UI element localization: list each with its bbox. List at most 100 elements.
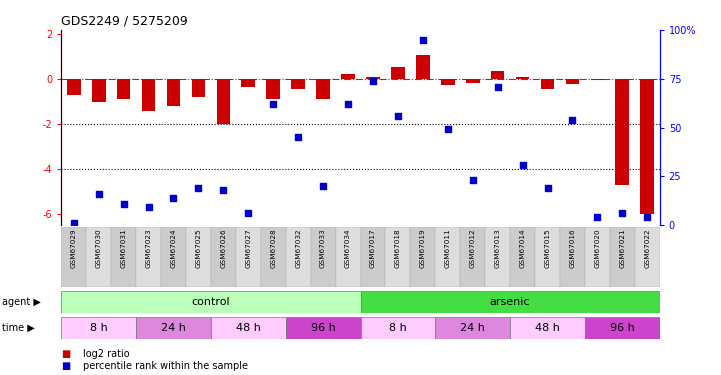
- Point: [143, 204, 154, 210]
- Point: [68, 220, 79, 226]
- Bar: [211, 227, 236, 287]
- Bar: [111, 227, 136, 287]
- Bar: [590, 79, 604, 80]
- Bar: [317, 79, 330, 99]
- Text: 48 h: 48 h: [535, 323, 560, 333]
- Text: GSM67028: GSM67028: [270, 229, 276, 268]
- Point: [417, 37, 428, 43]
- Bar: [186, 227, 211, 287]
- Bar: [585, 317, 660, 339]
- Text: GSM67024: GSM67024: [170, 229, 177, 268]
- Text: GSM67012: GSM67012: [469, 229, 476, 268]
- Bar: [640, 79, 654, 214]
- Bar: [61, 227, 87, 287]
- Text: GSM67014: GSM67014: [520, 229, 526, 268]
- Bar: [360, 291, 660, 313]
- Bar: [610, 227, 634, 287]
- Bar: [510, 227, 535, 287]
- Bar: [136, 227, 161, 287]
- Bar: [87, 227, 111, 287]
- Text: GSM67033: GSM67033: [320, 229, 326, 268]
- Point: [342, 101, 354, 107]
- Text: GSM67015: GSM67015: [544, 229, 551, 268]
- Bar: [391, 67, 404, 79]
- Point: [218, 187, 229, 193]
- Bar: [510, 317, 585, 339]
- Text: GSM67022: GSM67022: [645, 229, 650, 268]
- Point: [492, 84, 503, 90]
- Bar: [142, 79, 156, 111]
- Bar: [136, 317, 211, 339]
- Bar: [61, 317, 136, 339]
- Text: 8 h: 8 h: [389, 323, 407, 333]
- Bar: [616, 79, 629, 184]
- Bar: [360, 227, 386, 287]
- Text: 8 h: 8 h: [90, 323, 107, 333]
- Bar: [291, 79, 305, 89]
- Bar: [485, 227, 510, 287]
- Bar: [261, 227, 286, 287]
- Bar: [286, 317, 360, 339]
- Bar: [466, 79, 479, 82]
- Bar: [460, 227, 485, 287]
- Text: GSM67020: GSM67020: [594, 229, 601, 268]
- Bar: [535, 227, 560, 287]
- Bar: [161, 227, 186, 287]
- Point: [392, 113, 404, 119]
- Text: 24 h: 24 h: [161, 323, 186, 333]
- Text: GDS2249 / 5275209: GDS2249 / 5275209: [61, 15, 188, 28]
- Text: GSM67011: GSM67011: [445, 229, 451, 268]
- Bar: [565, 79, 579, 84]
- Bar: [167, 79, 180, 106]
- Bar: [242, 79, 255, 87]
- Text: 48 h: 48 h: [236, 323, 261, 333]
- Text: GSM67016: GSM67016: [570, 229, 575, 268]
- Point: [118, 201, 129, 207]
- Bar: [335, 227, 360, 287]
- Point: [293, 134, 304, 140]
- Bar: [266, 79, 280, 99]
- Bar: [211, 317, 286, 339]
- Bar: [441, 79, 455, 85]
- Point: [642, 214, 653, 220]
- Text: time ▶: time ▶: [2, 323, 35, 333]
- Bar: [61, 291, 360, 313]
- Point: [242, 210, 254, 216]
- Text: agent ▶: agent ▶: [2, 297, 41, 307]
- Text: 96 h: 96 h: [610, 323, 634, 333]
- Text: GSM67013: GSM67013: [495, 229, 500, 268]
- Text: GSM67030: GSM67030: [96, 229, 102, 268]
- Text: GSM67029: GSM67029: [71, 229, 76, 268]
- Bar: [416, 55, 430, 79]
- Point: [317, 183, 329, 189]
- Text: arsenic: arsenic: [490, 297, 531, 307]
- Bar: [435, 227, 460, 287]
- Text: ■: ■: [61, 349, 71, 358]
- Text: GSM67026: GSM67026: [221, 229, 226, 268]
- Point: [592, 214, 603, 220]
- Text: 24 h: 24 h: [460, 323, 485, 333]
- Point: [267, 101, 279, 107]
- Text: log2 ratio: log2 ratio: [83, 349, 130, 358]
- Bar: [360, 317, 435, 339]
- Bar: [386, 227, 410, 287]
- Bar: [366, 77, 380, 79]
- Point: [442, 126, 454, 132]
- Point: [168, 195, 180, 201]
- Bar: [585, 227, 610, 287]
- Bar: [117, 79, 131, 99]
- Bar: [541, 79, 554, 89]
- Text: GSM67025: GSM67025: [195, 229, 201, 268]
- Bar: [92, 79, 105, 102]
- Text: GSM67019: GSM67019: [420, 229, 426, 268]
- Text: GSM67027: GSM67027: [245, 229, 252, 268]
- Bar: [236, 227, 261, 287]
- Point: [467, 177, 479, 183]
- Point: [93, 191, 105, 197]
- Bar: [560, 227, 585, 287]
- Bar: [634, 227, 660, 287]
- Text: ■: ■: [61, 361, 71, 370]
- Text: GSM67034: GSM67034: [345, 229, 351, 268]
- Text: GSM67021: GSM67021: [619, 229, 625, 268]
- Point: [193, 185, 204, 191]
